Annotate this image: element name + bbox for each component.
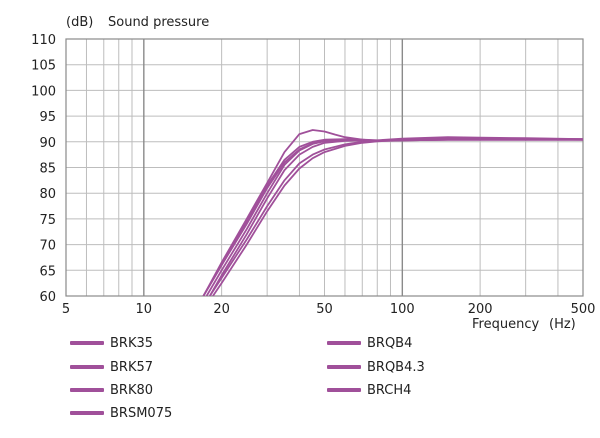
legend-swatch <box>70 365 104 369</box>
legend-label: BRK57 <box>110 359 154 375</box>
legend-swatch <box>70 341 104 345</box>
legend-label: BRQB4.3 <box>367 359 425 375</box>
y-axis-unit: (dB) <box>66 15 93 30</box>
legend-item: BRSM075 <box>70 404 172 422</box>
x-tick-label: 10 <box>136 302 153 317</box>
x-axis-unit: (Hz) <box>549 317 576 332</box>
y-tick-label: 95 <box>39 110 56 125</box>
series-line-brch4 <box>209 138 583 296</box>
plot-frame <box>65 38 584 297</box>
series-line-brqb4-3 <box>202 136 583 296</box>
y-axis-label: Sound pressure <box>108 15 209 30</box>
x-tick-label: 5 <box>62 302 70 317</box>
legend-swatch <box>327 341 361 345</box>
series-line-brk80 <box>209 138 583 296</box>
y-tick-label: 105 <box>31 59 56 74</box>
series-line-brsm075 <box>212 138 583 296</box>
legend-swatch <box>327 365 361 369</box>
legend-item: BRQB4 <box>327 334 412 352</box>
y-tick-label: 75 <box>39 213 56 228</box>
x-tick-label: 500 <box>571 302 596 317</box>
legend-label: BRK80 <box>110 382 154 398</box>
legend-item: BRK57 <box>70 358 153 376</box>
y-tick-label: 80 <box>39 187 56 202</box>
legend-item: BRCH4 <box>327 381 411 399</box>
x-tick-label: 20 <box>213 302 230 317</box>
x-tick-label: 100 <box>390 302 415 317</box>
legend-label: BRQB4 <box>367 335 413 351</box>
legend-item: BRK80 <box>70 381 153 399</box>
x-tick-label: 50 <box>316 302 333 317</box>
y-tick-label: 90 <box>39 136 56 151</box>
legend-label: BRSM075 <box>110 405 173 421</box>
y-tick-label: 65 <box>39 264 56 279</box>
legend-label: BRK35 <box>110 335 154 351</box>
y-tick-label: 70 <box>39 239 56 254</box>
x-tick-label: 200 <box>468 302 493 317</box>
y-tick-label: 85 <box>39 162 56 177</box>
legend-swatch <box>70 411 104 415</box>
legend-label: BRCH4 <box>367 382 412 398</box>
legend-swatch <box>70 388 104 392</box>
y-tick-label: 60 <box>39 290 56 305</box>
y-tick-label: 110 <box>31 33 56 48</box>
legend-swatch <box>327 388 361 392</box>
legend-item: BRK35 <box>70 334 153 352</box>
y-tick-label: 100 <box>31 84 56 99</box>
x-axis-label: Frequency <box>472 317 539 332</box>
legend-item: BRQB4.3 <box>327 358 425 376</box>
